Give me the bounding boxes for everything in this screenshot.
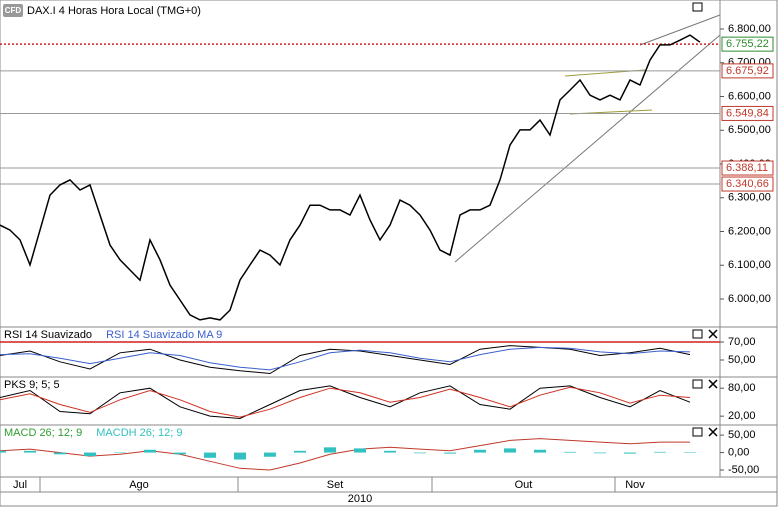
maximize-button[interactable] <box>692 329 703 339</box>
maximize-button[interactable] <box>692 2 703 12</box>
y-tick-label: 6.500,00 <box>728 124 771 136</box>
y-tick-label: 50,00 <box>728 429 756 441</box>
histogram-bar <box>474 449 486 453</box>
panel-border <box>0 424 778 478</box>
histogram-bar <box>594 452 606 454</box>
badge: CFD <box>5 6 22 15</box>
x-axis <box>0 476 778 493</box>
histogram-bar <box>84 452 96 457</box>
series-line <box>0 386 691 418</box>
level-label: 6.549,84 <box>726 107 769 119</box>
y-tick-label: 0,00 <box>728 446 749 458</box>
series-line <box>0 438 690 471</box>
y-tick-label: 50,00 <box>728 354 756 366</box>
histogram-bar <box>174 452 186 455</box>
x-axis-year <box>0 491 778 507</box>
y-tick-label: -50,00 <box>728 464 759 476</box>
x-tick-label: Nov <box>625 479 645 491</box>
histogram-bar <box>564 451 576 453</box>
y-tick-label: 6.000,00 <box>728 293 771 305</box>
maximize-button[interactable] <box>692 427 703 437</box>
histogram-bar <box>504 448 516 453</box>
histogram-bar <box>204 452 216 458</box>
histogram-bar <box>684 452 696 453</box>
close-button[interactable] <box>708 379 718 389</box>
close-button[interactable] <box>708 329 718 339</box>
maximize-button[interactable] <box>692 379 703 389</box>
histogram-bar <box>144 449 156 453</box>
histogram-bar <box>414 452 426 454</box>
level-box <box>721 105 774 121</box>
histogram-bar <box>24 450 36 453</box>
chart-title: DAX.I 4 Horas Hora Local (TMG+0) <box>27 5 201 17</box>
y-tick-label: 6.200,00 <box>728 225 771 237</box>
histogram-bar <box>264 452 276 457</box>
y-tick-label: 6.100,00 <box>728 259 771 271</box>
legend-entry: MACD 26; 12; 9 <box>4 427 82 439</box>
y-tick-label: 6.600,00 <box>728 90 771 102</box>
y-tick-label: 6.800,00 <box>728 23 771 35</box>
badge-box <box>3 4 23 17</box>
series-line <box>0 345 691 375</box>
legend-entry: MACDH 26; 12; 9 <box>96 427 182 439</box>
level-label: 6.388,11 <box>726 162 768 174</box>
histogram-bar <box>234 452 246 460</box>
x-tick-label: Out <box>515 479 533 491</box>
close-button[interactable] <box>708 427 718 437</box>
histogram-bar <box>654 451 666 453</box>
legend-entry: PKS 9; 5; 5 <box>4 379 60 391</box>
series-line <box>0 34 701 321</box>
y-tick-label: 6.300,00 <box>728 192 771 204</box>
histogram-bar <box>294 450 306 453</box>
y-tick-label: 80,00 <box>728 382 756 394</box>
x-axis-label: 2010 <box>348 493 372 505</box>
level-box <box>721 160 774 176</box>
series-line <box>0 346 691 371</box>
level-label: 6.340,66 <box>726 178 769 190</box>
level-box <box>721 36 774 52</box>
histogram-bar <box>0 450 6 453</box>
histogram-bar <box>324 447 336 453</box>
histogram-bar <box>534 449 546 453</box>
histogram-bar <box>624 452 636 454</box>
legend-entry: RSI 14 Suavizado MA 9 <box>106 329 222 341</box>
histogram-bar <box>354 448 366 453</box>
x-tick-label: Set <box>327 479 344 491</box>
level-label: 6.755,22 <box>726 38 769 50</box>
histogram-bar <box>54 452 66 455</box>
histogram-bar <box>384 450 396 453</box>
x-tick-label: Jul <box>13 479 27 491</box>
x-tick-label: Ago <box>129 479 149 491</box>
trend-line <box>454 34 721 263</box>
legend-entry: RSI 14 Suavizado <box>4 329 92 341</box>
level-box <box>721 176 774 192</box>
y-tick-label: 20,00 <box>728 410 756 422</box>
level-box <box>721 63 774 79</box>
trend-line <box>639 14 721 46</box>
level-label: 6.675,92 <box>726 65 769 77</box>
histogram-bar <box>444 452 456 454</box>
y-tick-label: 70,00 <box>728 336 756 348</box>
histogram-bar <box>114 452 126 454</box>
